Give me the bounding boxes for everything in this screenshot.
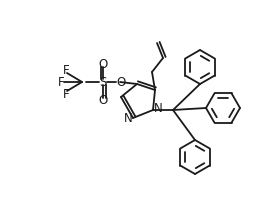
Text: F: F bbox=[63, 89, 69, 101]
Text: O: O bbox=[116, 75, 126, 89]
Text: O: O bbox=[98, 95, 108, 107]
Text: O: O bbox=[98, 58, 108, 70]
Text: N: N bbox=[124, 112, 132, 126]
Text: F: F bbox=[63, 63, 69, 76]
Text: N: N bbox=[154, 101, 162, 114]
Text: S: S bbox=[99, 75, 107, 89]
Text: F: F bbox=[58, 75, 64, 89]
